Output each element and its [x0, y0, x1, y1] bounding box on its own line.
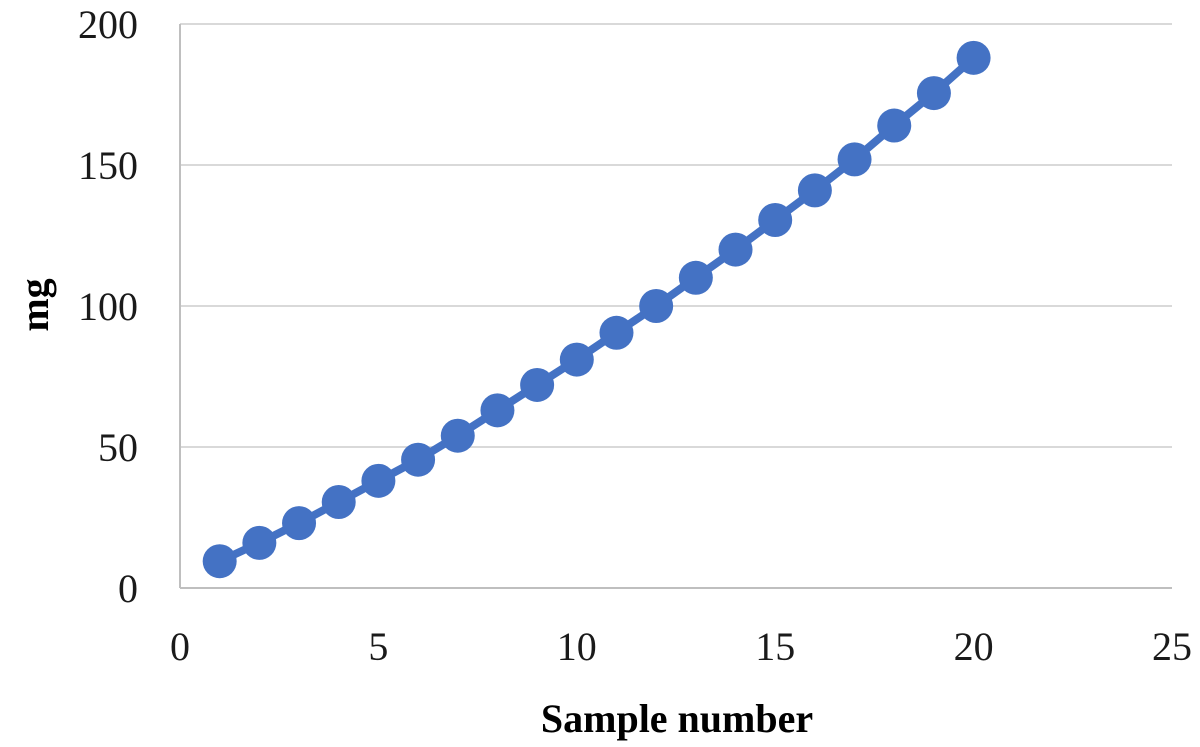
- x-tick-labels: 0 5 10 15 20 25: [170, 624, 1192, 669]
- grid-lines: [180, 23, 1172, 448]
- y-tick-label-150: 150: [78, 143, 138, 188]
- data-point-19: [916, 76, 951, 111]
- data-point-11: [599, 315, 634, 350]
- x-tick-label-0: 0: [170, 624, 190, 669]
- y-tick-label-100: 100: [78, 284, 138, 329]
- data-point-7: [440, 418, 475, 453]
- data-point-1: [202, 544, 237, 579]
- data-point-6: [401, 442, 436, 477]
- data-point-17: [837, 142, 872, 177]
- data-point-10: [559, 342, 594, 377]
- data-point-15: [758, 202, 793, 237]
- data-point-20: [956, 40, 991, 75]
- data-point-18: [877, 108, 912, 143]
- series-group: [202, 40, 991, 579]
- data-point-12: [639, 289, 674, 323]
- y-tick-label-200: 200: [78, 2, 138, 47]
- data-point-3: [282, 506, 317, 541]
- data-point-13: [678, 260, 713, 295]
- x-tick-label-15: 15: [755, 624, 795, 669]
- data-point-14: [718, 232, 753, 267]
- data-point-5: [361, 463, 396, 498]
- series-line-0: [215, 53, 978, 566]
- x-tick-label-20: 20: [954, 624, 994, 669]
- y-tick-labels: 0 50 100 150 200: [78, 2, 138, 611]
- data-point-4: [321, 484, 356, 519]
- data-point-2: [242, 525, 277, 560]
- y-axis-title: mg: [12, 278, 57, 331]
- x-tick-label-5: 5: [368, 624, 388, 669]
- data-point-8: [480, 393, 515, 428]
- x-tick-label-25: 25: [1152, 624, 1192, 669]
- y-tick-label-0: 0: [118, 566, 138, 611]
- axes: [179, 24, 1172, 589]
- y-tick-label-50: 50: [98, 425, 138, 470]
- data-point-16: [797, 173, 832, 208]
- x-axis-title: Sample number: [541, 696, 813, 741]
- x-tick-label-10: 10: [557, 624, 597, 669]
- data-point-9: [520, 367, 555, 402]
